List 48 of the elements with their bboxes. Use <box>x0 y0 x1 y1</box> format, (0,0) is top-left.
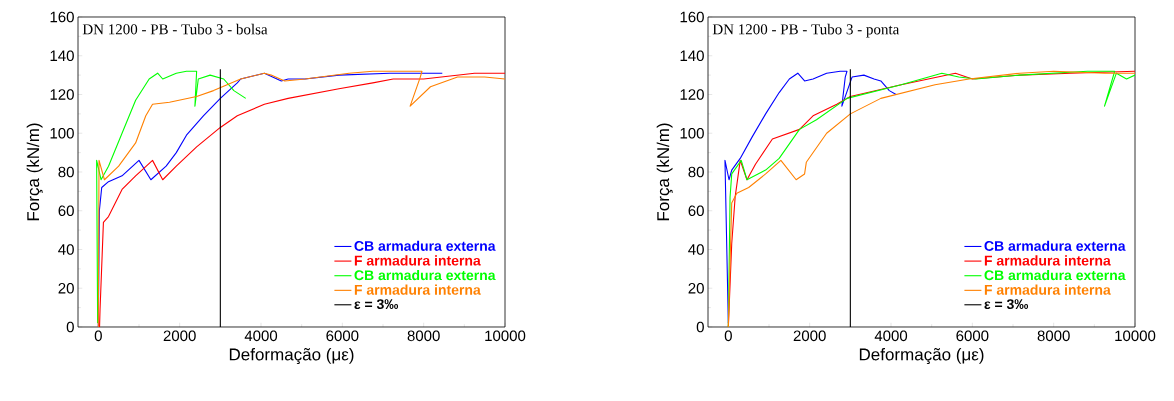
y-tick-label: 60 <box>58 205 74 217</box>
y-tick-label: 140 <box>50 50 74 62</box>
y-tick-label: 60 <box>688 205 704 217</box>
legend-label: CB armadura externa <box>984 240 1126 251</box>
x-tick-label: 10000 <box>485 330 526 342</box>
y-tick-label: 80 <box>688 166 704 178</box>
legend-label: CB armadura externa <box>984 269 1126 281</box>
y-tick-label: 20 <box>58 282 74 294</box>
y-axis-title: Força (kN/m) <box>26 123 43 221</box>
legend-label: F armadura interna <box>984 284 1111 295</box>
y-tick-label: 160 <box>680 11 704 23</box>
x-axis-title: Deformação (με) <box>859 347 984 364</box>
legend-label: F armadura interna <box>354 284 481 295</box>
y-tick-label: 0 <box>696 321 704 333</box>
legend-label: CB armadura externa <box>354 269 496 281</box>
line-series <box>727 70 1136 327</box>
x-tick-label: 10000 <box>1115 330 1156 342</box>
legend-label: ε = 3‰ <box>354 299 399 310</box>
x-tick-label: 4000 <box>874 330 908 342</box>
y-tick-label: 120 <box>50 89 74 100</box>
x-tick-label: 2000 <box>793 330 826 342</box>
x-tick-label: 4000 <box>244 330 278 342</box>
legend-label: F armadura interna <box>354 255 481 266</box>
y-tick-label: 20 <box>688 282 704 294</box>
chart-title: DN 1200 - PB - Tubo 3 - bolsa <box>82 23 268 35</box>
y-tick-label: 100 <box>50 127 74 139</box>
y-tick-label: 120 <box>680 89 704 100</box>
x-tick-label: 2000 <box>163 330 196 342</box>
y-tick-label: 140 <box>680 50 704 62</box>
chart-title: DN 1200 - PB - Tubo 3 - ponta <box>712 23 900 38</box>
x-tick-label: 0 <box>94 330 102 342</box>
x-tick-label: 6000 <box>956 330 989 342</box>
y-tick-label: 160 <box>50 11 74 23</box>
x-tick-label: 8000 <box>1037 330 1070 342</box>
y-tick-label: 80 <box>58 166 74 178</box>
y-tick-label: 100 <box>680 127 704 139</box>
y-axis-title: Força (kN/m) <box>656 123 673 221</box>
legend-label: F armadura interna <box>984 255 1111 266</box>
x-tick-label: 0 <box>724 330 732 342</box>
legend-label: ε = 3‰ <box>984 299 1029 310</box>
legend-label: CB armadura externa <box>354 240 496 251</box>
line-series <box>96 70 247 324</box>
x-axis-title: Deformação (με) <box>229 347 354 364</box>
x-tick-label: 6000 <box>326 330 359 342</box>
y-tick-label: 40 <box>58 244 74 255</box>
y-tick-label: 40 <box>688 244 704 255</box>
x-tick-label: 8000 <box>407 330 440 342</box>
y-tick-label: 0 <box>66 321 74 333</box>
